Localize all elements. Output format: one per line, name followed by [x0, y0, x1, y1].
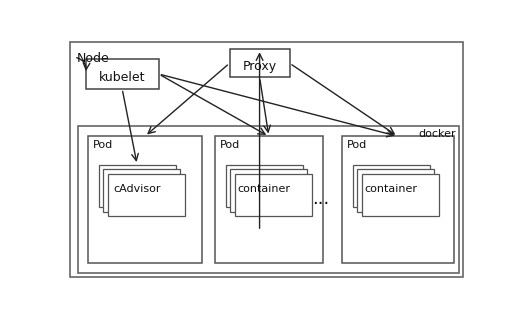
Bar: [99, 165, 176, 207]
Bar: [108, 174, 185, 216]
Text: container: container: [365, 184, 418, 194]
Text: cAdvisor: cAdvisor: [113, 184, 161, 194]
Text: container: container: [238, 184, 291, 194]
Bar: [78, 126, 459, 273]
Bar: [88, 136, 202, 263]
Text: ...: ...: [312, 191, 329, 209]
Text: Pod: Pod: [220, 140, 241, 150]
Bar: [235, 174, 312, 216]
Text: Proxy: Proxy: [242, 60, 277, 73]
Bar: [215, 136, 323, 263]
Text: Pod: Pod: [93, 140, 113, 150]
Bar: [353, 165, 430, 207]
Bar: [362, 174, 439, 216]
Bar: [229, 49, 290, 77]
Bar: [230, 169, 307, 212]
Bar: [342, 136, 453, 263]
Bar: [86, 59, 159, 89]
Text: Node: Node: [76, 52, 109, 65]
Bar: [357, 169, 434, 212]
Text: Pod: Pod: [347, 140, 368, 150]
Text: docker: docker: [418, 129, 456, 140]
Text: kubelet: kubelet: [99, 71, 146, 83]
Bar: [226, 165, 303, 207]
Bar: [103, 169, 180, 212]
